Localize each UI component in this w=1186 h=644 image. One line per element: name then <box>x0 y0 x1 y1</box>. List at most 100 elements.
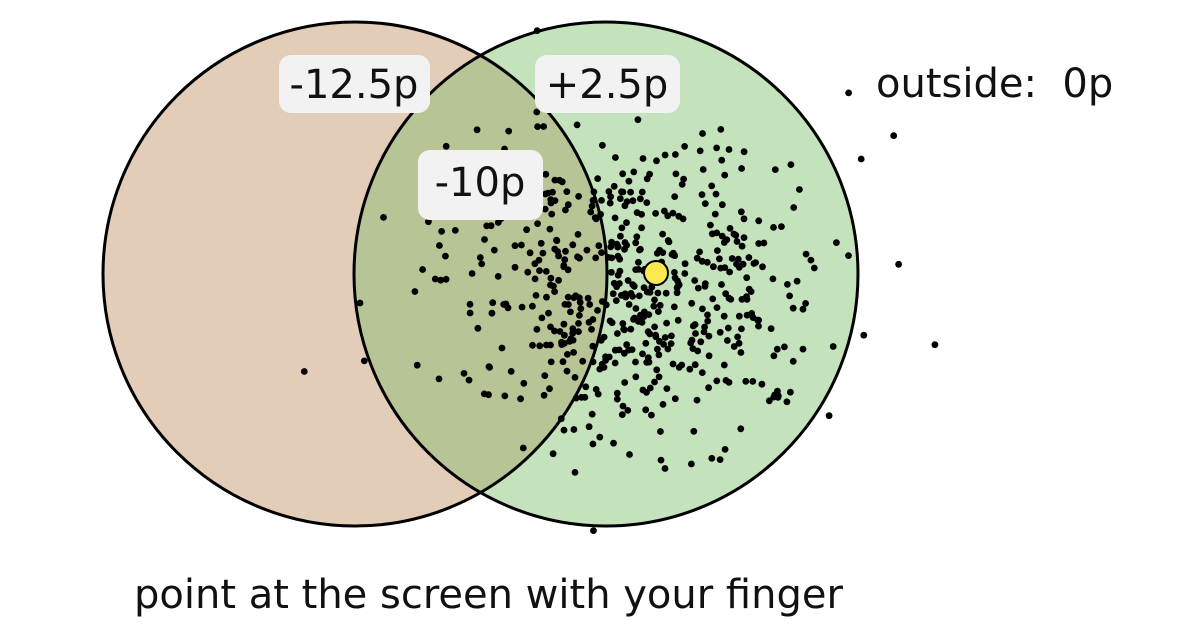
scatter-point <box>431 275 439 283</box>
scatter-point <box>654 345 661 353</box>
scatter-point <box>621 290 629 298</box>
scatter-point <box>610 182 618 190</box>
scatter-point <box>575 328 582 335</box>
scatter-point <box>623 241 630 249</box>
scatter-point <box>713 304 721 311</box>
scatter-point <box>845 89 852 97</box>
scatter-point <box>465 376 473 384</box>
scatter-point <box>650 302 658 310</box>
scatter-point <box>594 390 602 398</box>
scatter-point <box>733 238 741 245</box>
right-circle-outline <box>352 20 860 528</box>
scatter-point <box>561 340 568 347</box>
scatter-point <box>621 379 629 386</box>
scatter-point <box>643 359 651 366</box>
scatter-point <box>507 368 515 375</box>
scatter-point <box>534 123 541 130</box>
scatter-point <box>807 256 815 264</box>
scatter-point <box>621 202 629 210</box>
scatter-point <box>663 385 671 392</box>
scatter-point <box>598 197 605 204</box>
scatter-point <box>590 188 598 196</box>
scatter-point <box>698 257 706 265</box>
scatter-point <box>637 195 644 203</box>
scatter-point <box>643 389 650 396</box>
scatter-point <box>656 301 664 309</box>
scatter-point <box>664 212 672 220</box>
scatter-point <box>468 270 476 277</box>
scatter-point <box>474 324 482 332</box>
scatter-point <box>825 412 833 420</box>
scatter-point <box>738 242 746 250</box>
scatter-point <box>538 314 546 322</box>
scatter-point <box>498 344 506 352</box>
scatter-point <box>669 360 677 368</box>
scatter-point <box>659 401 667 408</box>
scatter-point <box>758 380 766 388</box>
scatter-point <box>709 295 717 303</box>
scatter-point <box>494 273 502 280</box>
scatter-point <box>626 451 633 458</box>
scatter-point <box>570 426 578 433</box>
scatter-point <box>476 254 484 261</box>
scatter-point <box>546 225 554 233</box>
scatter-point <box>537 239 545 247</box>
scatter-point <box>633 233 641 241</box>
scatter-point <box>749 378 757 385</box>
scatter-point <box>607 193 614 201</box>
scatter-point <box>638 188 646 196</box>
scatter-point <box>613 283 620 291</box>
scatter-point <box>789 304 797 312</box>
scatter-point <box>796 186 803 193</box>
scatter-point <box>642 406 650 414</box>
scatter-point <box>697 338 705 346</box>
scatter-point <box>625 301 633 308</box>
scatter-point <box>654 289 662 297</box>
scatter-point <box>612 154 619 161</box>
scatter-point <box>704 311 711 319</box>
scatter-point <box>655 308 662 315</box>
scatter-point <box>570 349 577 356</box>
scatter-point <box>548 210 556 218</box>
scatter-point <box>569 241 577 249</box>
scatter-point <box>635 258 642 266</box>
scatter-point <box>564 351 571 358</box>
scatter-point <box>540 123 547 130</box>
scatter-point <box>532 292 540 299</box>
scatter-point <box>793 277 801 285</box>
scatter-point <box>614 243 622 251</box>
scatter-point <box>730 343 738 350</box>
scatter-point <box>674 316 682 324</box>
scatter-point <box>605 188 613 195</box>
scatter-point <box>608 254 616 262</box>
scatter-point <box>623 219 630 227</box>
scatter-point <box>466 300 474 308</box>
scatter-point <box>612 297 620 304</box>
scatter-point <box>571 469 579 476</box>
scatter-point <box>585 318 593 326</box>
scatter-point <box>511 263 519 271</box>
scatter-point <box>629 197 637 205</box>
scatter-point <box>553 237 561 245</box>
scatter-point <box>786 292 793 300</box>
scatter-point <box>466 309 474 317</box>
scatter-point <box>662 289 670 297</box>
scatter-point <box>716 456 724 463</box>
left-circle-outline <box>101 20 609 528</box>
scatter-point <box>630 168 638 176</box>
scatter-point <box>616 267 624 275</box>
scatter-point <box>543 293 550 301</box>
scatter-point <box>895 260 902 268</box>
scatter-point <box>694 284 702 292</box>
scatter-point <box>565 301 572 308</box>
scatter-point <box>667 340 675 347</box>
scatter-point <box>640 284 648 292</box>
scatter-point <box>589 358 597 366</box>
scatter-point <box>646 330 654 338</box>
scatter-point <box>592 215 600 223</box>
scatter-point <box>769 275 777 283</box>
scatter-point <box>551 327 558 335</box>
scatter-point <box>598 298 606 305</box>
scatter-point <box>833 239 840 247</box>
